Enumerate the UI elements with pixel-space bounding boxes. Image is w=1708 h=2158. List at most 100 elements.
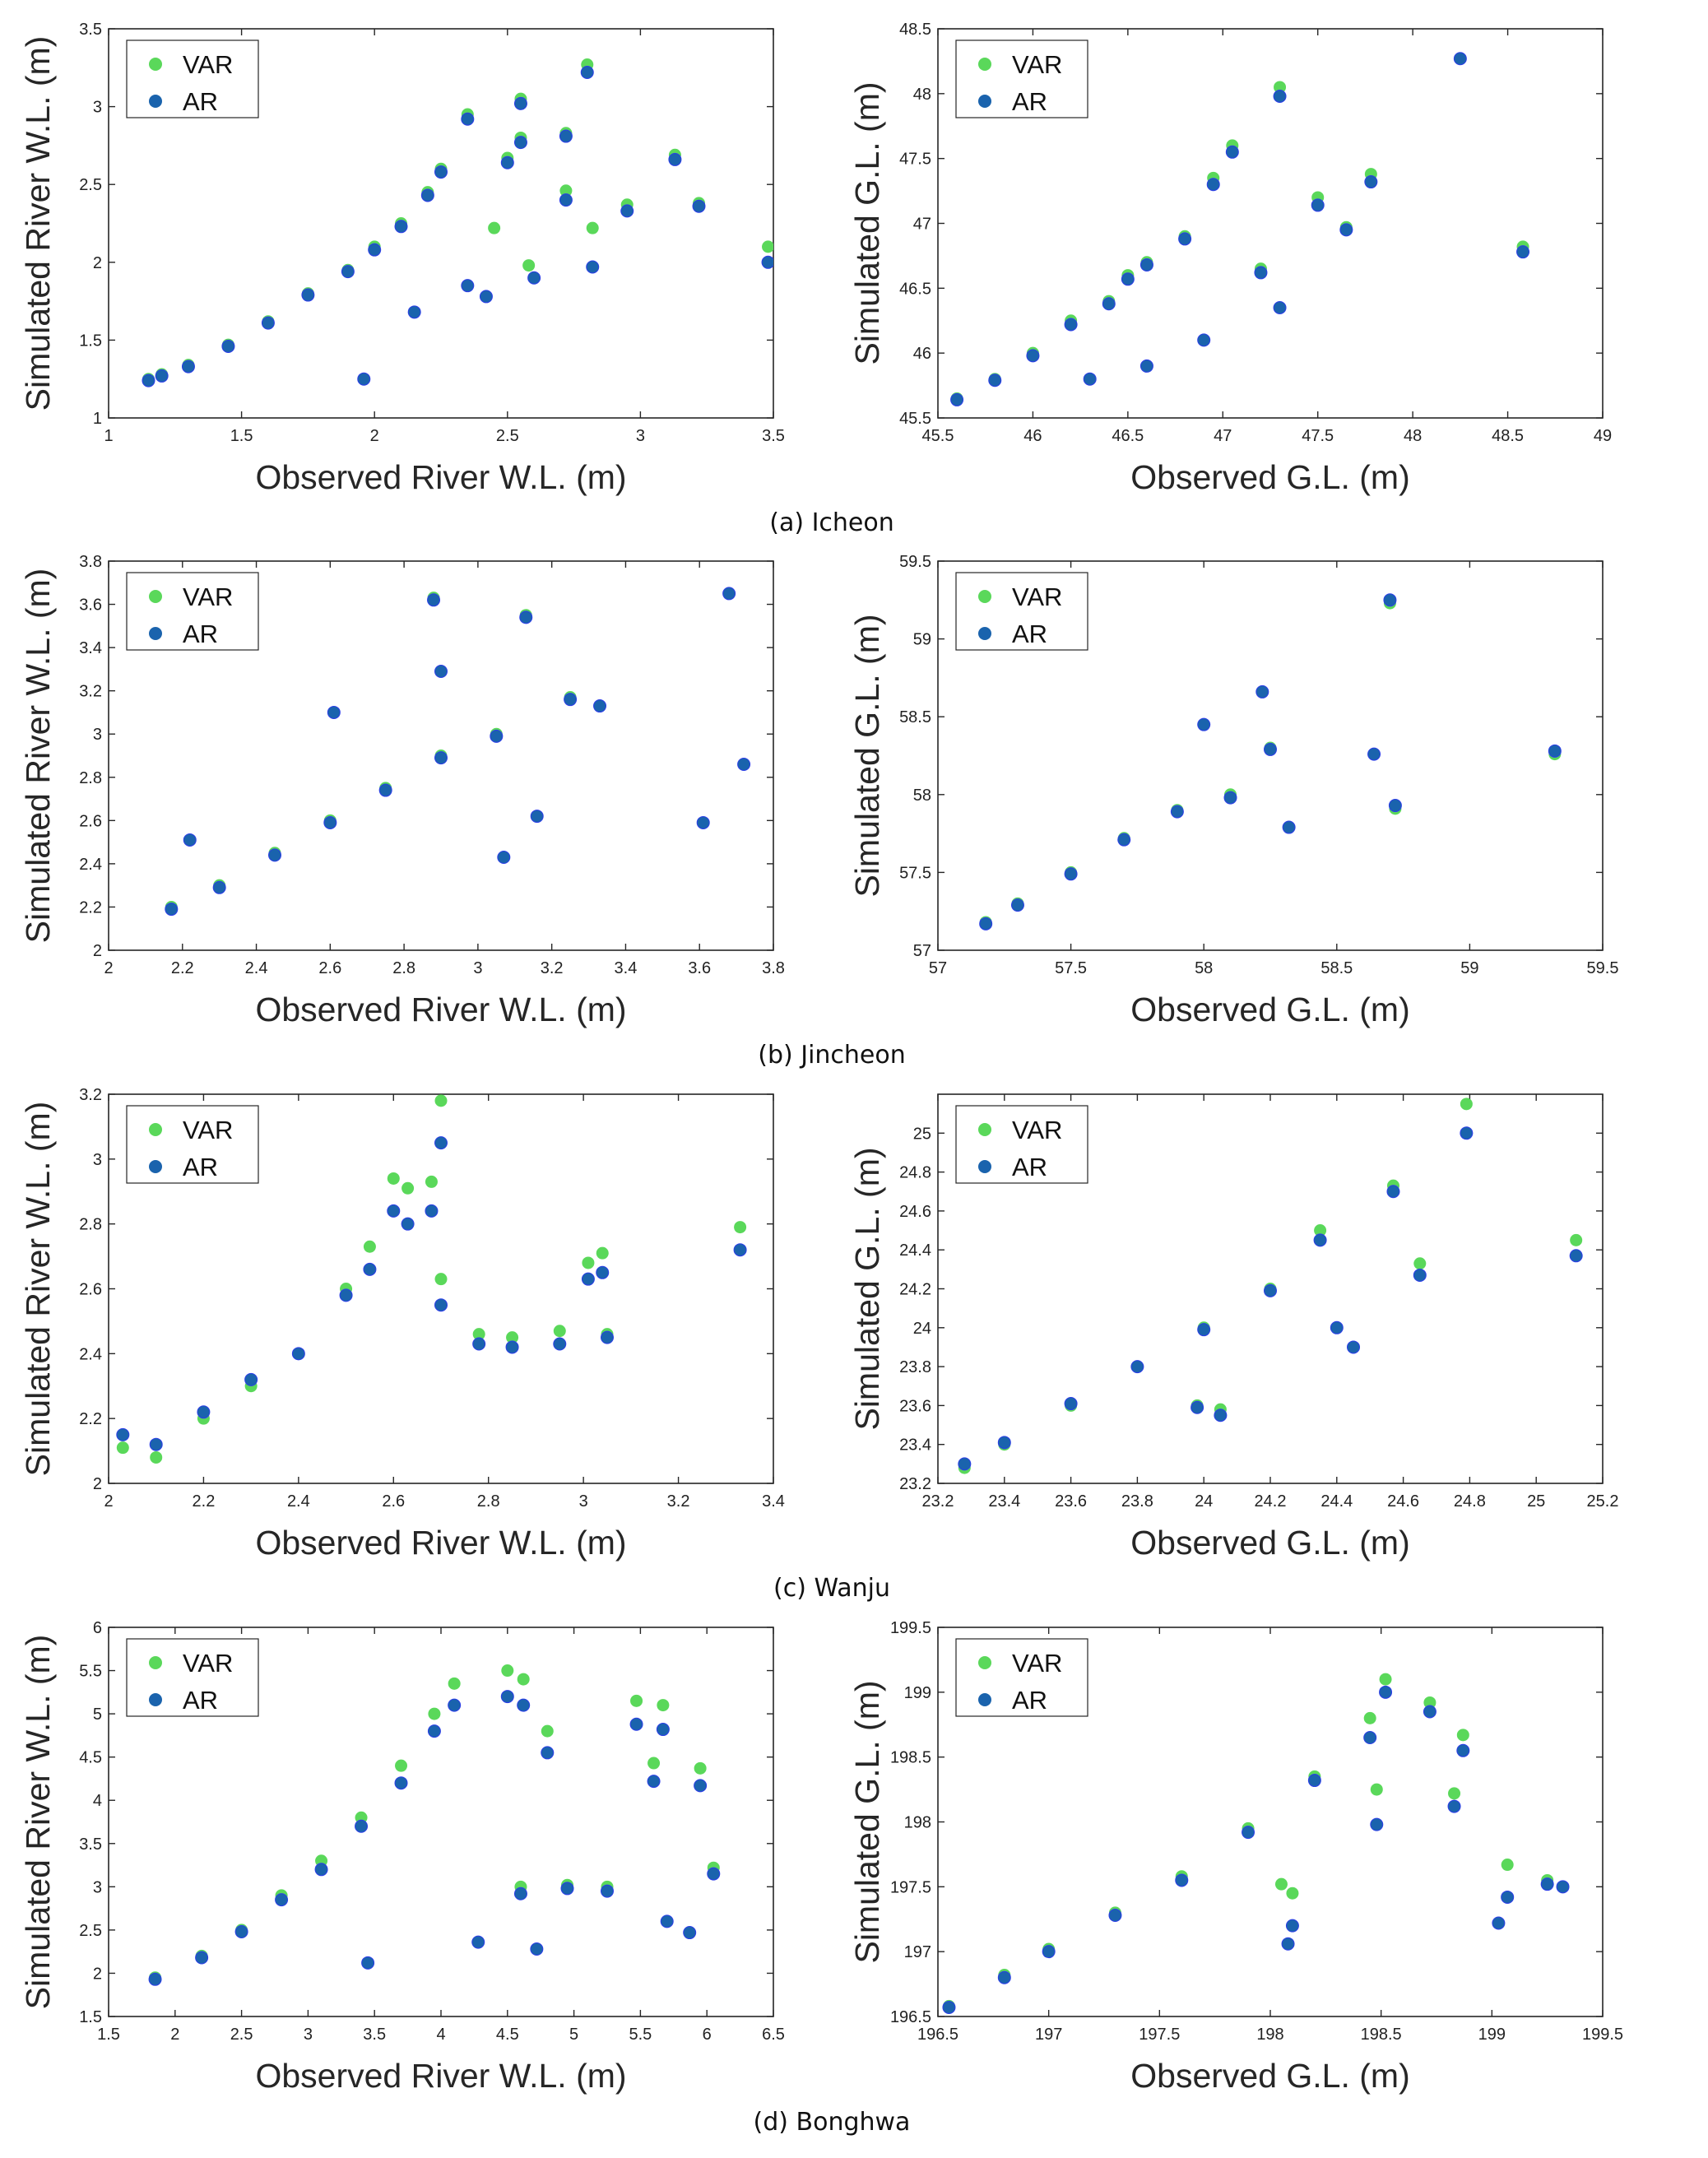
ar-point (601, 1884, 614, 1898)
ar-point (997, 1436, 1011, 1450)
y-tick-label: 3.2 (79, 683, 102, 701)
ar-point (197, 1405, 211, 1419)
ar-point (530, 810, 544, 824)
ar-point (530, 1942, 544, 1956)
ar-point (1175, 1873, 1189, 1887)
ar-point (733, 1243, 747, 1257)
var-point (501, 1664, 514, 1678)
ar-point (1386, 1185, 1400, 1199)
y-tick-label: 24.6 (899, 1203, 931, 1221)
legend-var-marker (149, 58, 162, 71)
ar-point (1492, 1916, 1506, 1930)
x-tick-label: 2.6 (318, 959, 341, 977)
var-point (1370, 1783, 1383, 1796)
legend-box (126, 1638, 259, 1717)
ar-point (1264, 742, 1277, 756)
ar-point (500, 155, 514, 169)
ar-point (407, 305, 421, 319)
legend-var-marker (978, 1656, 991, 1669)
y-tick-label: 45.5 (899, 410, 931, 428)
x-tick-label: 57 (929, 959, 947, 977)
ar-point (1254, 266, 1268, 280)
legend-ar-label: AR (1012, 1686, 1047, 1715)
x-tick-label: 3 (304, 2026, 313, 2044)
ar-point (1313, 1233, 1327, 1247)
ar-point (1197, 1323, 1211, 1337)
chart-jincheon-groundwater: 57 57.5 58 58.5 59 59.5 57 57.5 58 58.5 59 59.5 Obse… (848, 553, 1618, 1028)
y-tick-label: 2.4 (79, 856, 102, 874)
legend-var-label: VAR (183, 582, 233, 611)
ar-point (448, 1698, 462, 1712)
ar-point (355, 1819, 369, 1833)
ar-point (155, 369, 169, 383)
ar-point (357, 372, 371, 386)
x-tick-label: 24.8 (1454, 1492, 1486, 1511)
x-axis-label: Observed River W.L. (m) (255, 1524, 626, 1562)
legend-ar-label: AR (183, 620, 218, 648)
var-point (734, 1221, 747, 1234)
chart-wanju-river: 2 2.2 2.4 2.6 2.8 3 3.2 3.4 2 2.2 2.4 2.6 2.8 3 3.2 Obs… (19, 1086, 785, 1562)
ar-point (142, 374, 155, 388)
ar-point (195, 1951, 209, 1965)
x-tick-label: 46 (1023, 427, 1042, 445)
x-tick-label: 25.2 (1587, 1492, 1619, 1511)
y-tick-label: 4 (93, 1792, 102, 1810)
x-tick-label: 23.4 (988, 1492, 1020, 1511)
ar-point (519, 610, 533, 624)
x-tick-label: 6.5 (762, 2026, 785, 2044)
ar-point (1285, 1919, 1299, 1933)
ar-point (1139, 359, 1153, 373)
ar-point (979, 917, 993, 930)
x-tick-label: 2 (104, 1492, 113, 1511)
ar-point (1214, 1409, 1228, 1422)
y-axis-label: Simulated G.L. (m) (848, 1680, 886, 1963)
ar-point (1540, 1877, 1554, 1891)
y-tick-label: 23.4 (899, 1436, 931, 1455)
ar-point (394, 220, 408, 234)
legend: VAR AR (955, 572, 1088, 651)
x-tick-label: 25 (1527, 1492, 1545, 1511)
ar-point (761, 255, 773, 269)
y-tick-label: 3 (93, 99, 102, 117)
ar-point (1447, 1799, 1461, 1813)
x-tick-label: 2.8 (392, 959, 415, 977)
x-tick-label: 48.5 (1492, 427, 1524, 445)
legend-ar-marker (978, 95, 991, 108)
x-axis-label: Observed G.L. (m) (1130, 991, 1409, 1028)
ar-point (1121, 272, 1135, 286)
caption-bonghwa: (d) Bonghwa (754, 2108, 911, 2137)
ar-point (1363, 1731, 1377, 1745)
x-tick-label: 58.5 (1320, 959, 1353, 977)
ar-point (513, 1887, 527, 1900)
legend-box (955, 1638, 1088, 1717)
ar-point (1255, 685, 1269, 698)
x-axis-label: Observed River W.L. (m) (255, 2057, 626, 2095)
legend-var-label: VAR (183, 1649, 233, 1678)
x-tick-label: 57.5 (1055, 959, 1087, 977)
var-point (1379, 1673, 1392, 1686)
ar-point (707, 1867, 721, 1881)
data-points (148, 1664, 721, 1986)
ar-point (1383, 593, 1397, 607)
ar-point (1281, 1937, 1295, 1951)
ar-point (368, 243, 382, 257)
ar-point (1347, 1340, 1360, 1354)
data-points (979, 593, 1562, 930)
y-tick-label: 2.2 (79, 1410, 102, 1428)
var-point (596, 1246, 609, 1260)
ar-point (722, 587, 736, 601)
x-tick-label: 2.4 (287, 1492, 310, 1511)
legend-var-marker (149, 590, 162, 603)
y-tick-label: 2 (93, 254, 102, 272)
var-point (657, 1699, 670, 1712)
chart-wanju-groundwater: 23.2 23.4 23.6 23.8 24 24.2 24.4 24.6 24.8 25 25.2… (848, 1093, 1619, 1562)
ar-point (958, 1457, 972, 1471)
ar-point (471, 1935, 485, 1949)
y-tick-label: 24 (913, 1320, 931, 1338)
ar-point (559, 193, 573, 207)
x-tick-label: 197.5 (1139, 2026, 1180, 2044)
data-points (142, 58, 773, 388)
var-point (647, 1757, 661, 1770)
ar-point (1311, 198, 1325, 212)
